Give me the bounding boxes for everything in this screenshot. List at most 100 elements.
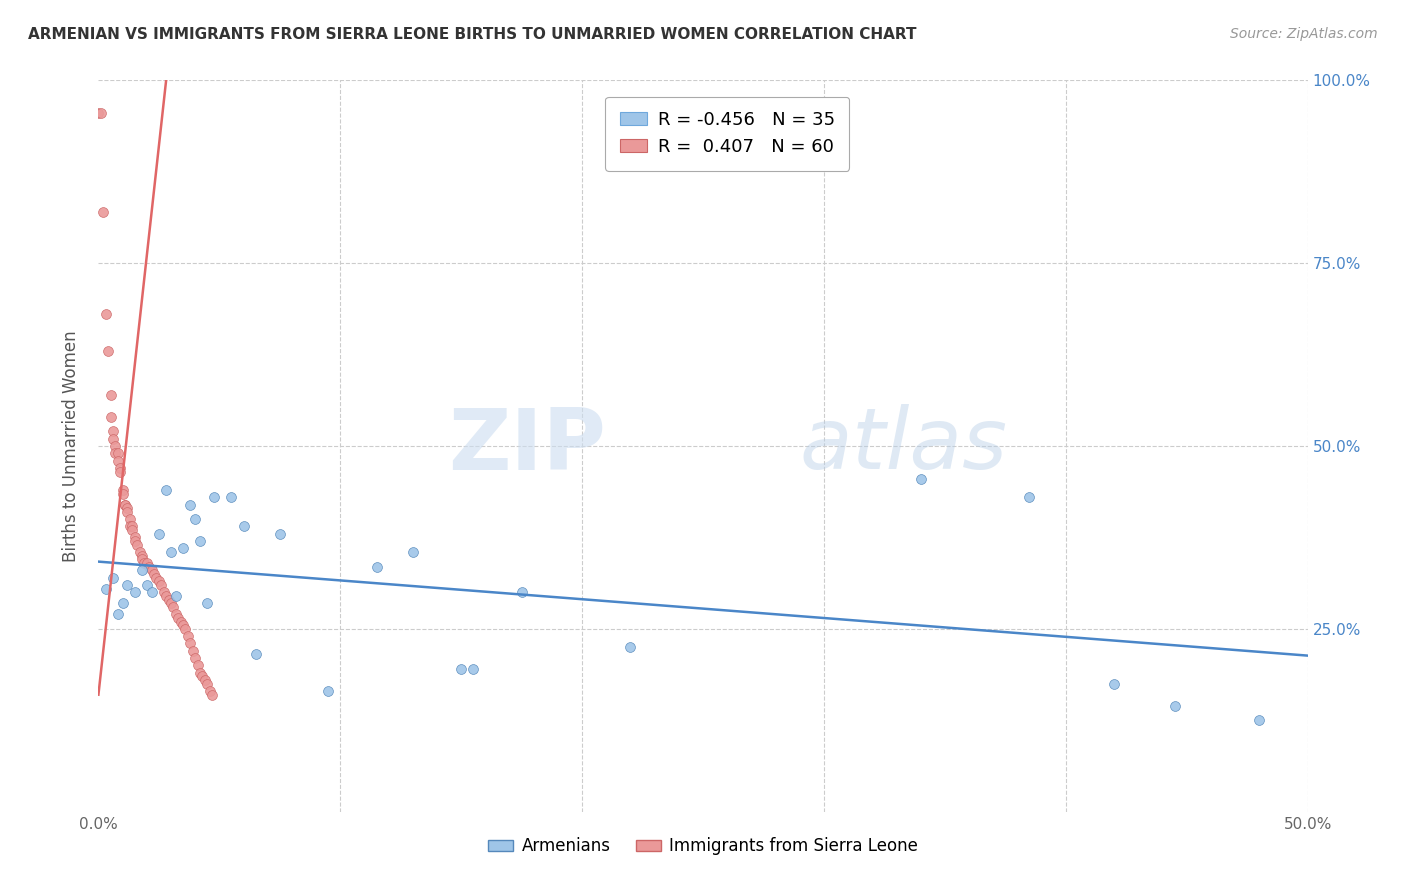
- Point: [157, 592, 180, 607]
- Point: [150, 578, 173, 592]
- Point: [143, 567, 166, 582]
- Point: [124, 534, 146, 549]
- Point: [101, 432, 124, 446]
- Point: [194, 673, 217, 687]
- Text: Source: ZipAtlas.com: Source: ZipAtlas.com: [1230, 27, 1378, 41]
- Point: [179, 498, 201, 512]
- Point: [1102, 676, 1125, 690]
- Point: [201, 688, 224, 702]
- Point: [131, 549, 153, 563]
- Point: [269, 526, 291, 541]
- Point: [101, 425, 124, 439]
- Point: [463, 662, 485, 676]
- Point: [174, 622, 197, 636]
- Text: atlas: atlas: [800, 404, 1008, 488]
- Point: [148, 526, 170, 541]
- Point: [1018, 490, 1040, 504]
- Point: [135, 556, 157, 570]
- Legend: Armenians, Immigrants from Sierra Leone: Armenians, Immigrants from Sierra Leone: [482, 830, 924, 862]
- Point: [128, 545, 150, 559]
- Point: [111, 486, 134, 500]
- Point: [162, 599, 184, 614]
- Point: [221, 490, 243, 504]
- Point: [97, 343, 120, 358]
- Point: [108, 465, 131, 479]
- Point: [181, 644, 204, 658]
- Point: [172, 541, 194, 556]
- Point: [165, 607, 187, 622]
- Point: [187, 658, 209, 673]
- Point: [134, 556, 156, 570]
- Point: [117, 578, 139, 592]
- Point: [138, 559, 160, 574]
- Point: [111, 483, 134, 497]
- Point: [90, 106, 112, 120]
- Point: [179, 636, 201, 650]
- Point: [165, 589, 187, 603]
- Point: [131, 563, 153, 577]
- Point: [141, 585, 163, 599]
- Point: [169, 615, 191, 629]
- Point: [104, 439, 127, 453]
- Point: [195, 596, 218, 610]
- Point: [1163, 698, 1185, 713]
- Point: [188, 534, 211, 549]
- Point: [107, 453, 129, 467]
- Point: [121, 519, 143, 533]
- Point: [135, 578, 157, 592]
- Point: [316, 684, 339, 698]
- Point: [124, 530, 146, 544]
- Point: [160, 596, 183, 610]
- Point: [101, 571, 124, 585]
- Y-axis label: Births to Unmarried Women: Births to Unmarried Women: [62, 330, 80, 562]
- Point: [141, 563, 163, 577]
- Point: [152, 585, 174, 599]
- Point: [155, 483, 177, 497]
- Text: ARMENIAN VS IMMIGRANTS FROM SIERRA LEONE BIRTHS TO UNMARRIED WOMEN CORRELATION C: ARMENIAN VS IMMIGRANTS FROM SIERRA LEONE…: [28, 27, 917, 42]
- Point: [184, 512, 207, 526]
- Point: [117, 501, 139, 516]
- Point: [118, 519, 141, 533]
- Point: [172, 618, 194, 632]
- Point: [198, 684, 221, 698]
- Point: [100, 388, 122, 402]
- Point: [155, 589, 177, 603]
- Point: [107, 607, 129, 622]
- Point: [177, 629, 200, 643]
- Point: [94, 307, 117, 321]
- Point: [245, 648, 267, 662]
- Point: [107, 446, 129, 460]
- Point: [204, 490, 226, 504]
- Point: [131, 552, 153, 566]
- Point: [94, 582, 117, 596]
- Point: [510, 585, 533, 599]
- Point: [191, 669, 214, 683]
- Point: [188, 665, 211, 680]
- Point: [145, 571, 167, 585]
- Point: [87, 106, 110, 120]
- Point: [148, 574, 170, 589]
- Point: [402, 545, 425, 559]
- Point: [366, 559, 388, 574]
- Point: [232, 519, 254, 533]
- Point: [117, 505, 139, 519]
- Point: [114, 498, 136, 512]
- Point: [124, 585, 146, 599]
- Point: [118, 512, 141, 526]
- Point: [160, 545, 183, 559]
- Point: [195, 676, 218, 690]
- Point: [167, 611, 190, 625]
- Text: ZIP: ZIP: [449, 404, 606, 488]
- Point: [450, 662, 472, 676]
- Point: [100, 409, 122, 424]
- Point: [104, 446, 127, 460]
- Point: [127, 538, 149, 552]
- Point: [91, 205, 114, 219]
- Point: [184, 651, 207, 665]
- Point: [111, 596, 134, 610]
- Point: [114, 498, 136, 512]
- Point: [121, 523, 143, 537]
- Point: [619, 640, 641, 655]
- Point: [108, 461, 131, 475]
- Point: [1249, 714, 1271, 728]
